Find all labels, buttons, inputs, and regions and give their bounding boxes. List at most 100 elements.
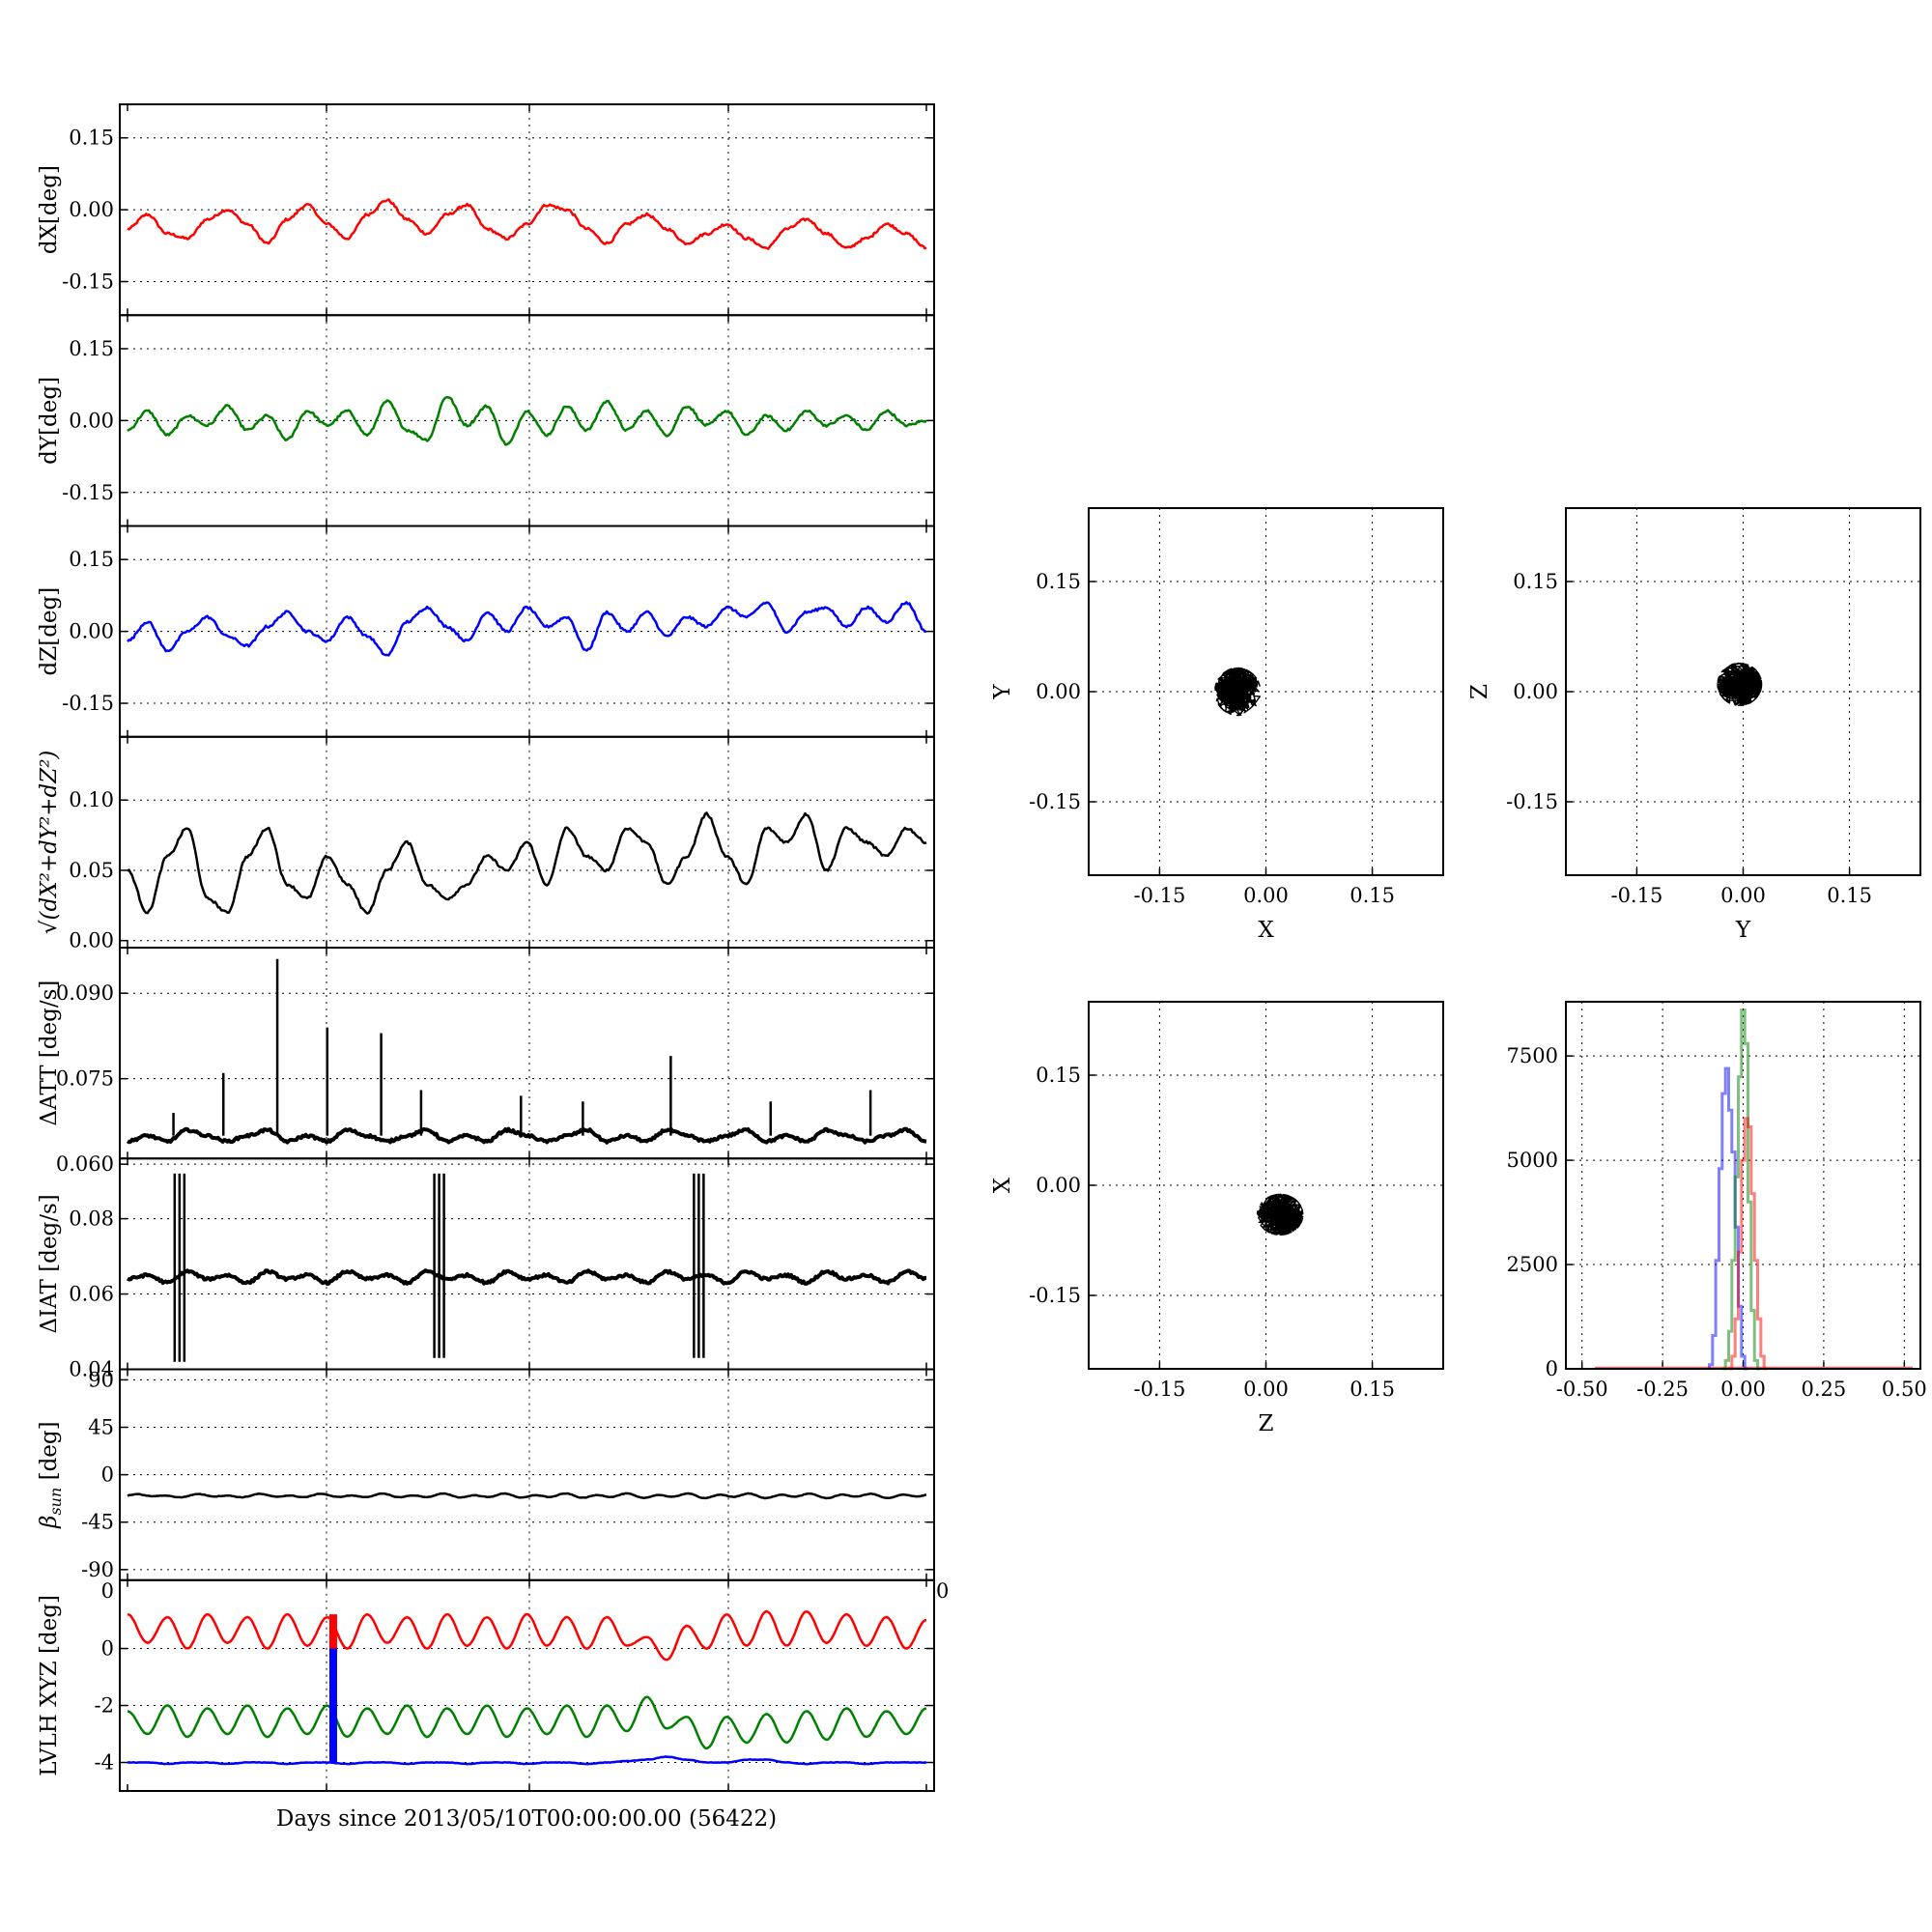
y-tick-label: 0.04 [69,1358,114,1381]
series-line [126,1268,927,1287]
y-tick-label: 0.075 [56,1067,114,1091]
scatter-trace [1256,1193,1304,1236]
y-tick-label: 0.05 [69,859,114,882]
panel-frame [1088,1001,1444,1370]
series-line [127,198,927,250]
panel-frame [119,1157,935,1371]
y-tick-label: 0.00 [69,198,114,221]
hist-series [1728,1117,1768,1371]
x-tick-label: 0.15 [1827,884,1872,907]
y-tick-label-top: 0 [101,1579,114,1603]
y-tick-label: 5000 [1507,1149,1558,1172]
x-tick-label: 0.15 [1350,884,1395,907]
panel-frame [1565,507,1921,876]
y-tick-label: -0.15 [62,692,114,715]
panel-dIAT: 0.08 0.06 0.04 ΔIAT [deg/s] [37,1157,935,1381]
y-tick-label: 0.00 [1036,1174,1081,1197]
y-tick-label: 2500 [1507,1253,1558,1276]
y-tick-label: 0.10 [69,788,114,811]
series-line [127,1695,927,1750]
x-tick-label: 0.00 [1720,884,1766,907]
y-tick-label: 0.15 [69,127,114,150]
x-tick-label: -0.15 [1133,1378,1185,1401]
histogram-panel: -0.50 -0.25 0.00 0.25 0.50 7500 5000 2500 0 [1507,1001,1927,1401]
scatter-zx: -0.15 0.00 0.15 0.15 0.00 -0.15 Z X [990,1001,1444,1436]
y-tick-label: 0 [1546,1357,1558,1380]
x-tick-label: 0.25 [1802,1378,1847,1401]
y-tick-label: 0.15 [1513,570,1558,593]
y-axis-label: dZ[deg] [37,587,62,676]
y-tick-label: 0.15 [69,548,114,571]
panel-frame [1088,507,1444,876]
hist-series [1708,1066,1748,1371]
y-axis-label: X [990,1177,1015,1193]
y-axis-label: ΔIAT [deg/s] [37,1194,62,1333]
panel-norm: 0.10 0.05 0.00 √(dX²+dY²+dZ²) [37,735,935,952]
y-tick-label: 0.15 [1036,570,1081,593]
panel-dATT: 0.090 0.075 0.060 ΔATT [deg/s] [37,947,935,1176]
series-line [127,395,927,446]
series-line [127,1755,927,1766]
y-tick-label: -90 [81,1558,114,1581]
y-tick-label: -0.15 [62,481,114,504]
x-axis-label: Z [1259,1411,1274,1436]
scatter-xy: -0.15 0.00 0.15 0.15 0.00 -0.15 X Y [990,507,1444,943]
y-tick-label: 45 [88,1416,114,1439]
panel-frame [119,947,935,1160]
scatter-yz: -0.15 0.00 0.15 0.15 0.00 -0.15 Y Z [1467,507,1921,943]
panel-frame [119,1578,935,1792]
x-tick-label: -0.15 [1610,884,1662,907]
y-axis-label: dY[deg] [37,377,62,465]
y-tick-label-top-right: 0 [936,1579,949,1603]
y-tick-label: 0.00 [69,620,114,643]
y-tick-label: -0.15 [1506,790,1558,813]
scatter-trace [1717,662,1763,706]
y-tick-label: -2 [95,1694,114,1718]
figure-xlabel: Days since 2013/05/10T00:00:00.00 (56422… [276,1806,777,1832]
series-line [127,601,927,657]
x-tick-label: 0.00 [1243,884,1289,907]
y-axis-label: ΔATT [deg/s] [37,980,62,1126]
y-tick-label: 0.08 [69,1208,114,1231]
y-tick-label: 0.090 [56,981,114,1005]
y-tick-label: 0.00 [1036,680,1081,703]
panel-frame [1565,1001,1921,1370]
y-axis-label: Z [1467,684,1492,699]
y-tick-label: -4 [95,1751,114,1775]
y-axis-label: LVLH XYZ [deg] [37,1595,62,1776]
y-tick-label: -45 [81,1511,114,1534]
x-tick-label: -0.50 [1556,1378,1608,1401]
panel-beta: 90 45 0 -45 -90 βsun [deg] [37,1368,935,1581]
y-axis-label: dX[deg] [37,165,62,254]
x-tick-label: 0.15 [1350,1378,1395,1401]
x-tick-label: 0.00 [1720,1378,1766,1401]
y-axis-label: βsun [deg] [37,1421,65,1528]
time-series-panels: 0.150.00-0.15dX[deg]0.150.00-0.15dY[deg]… [37,103,949,1792]
y-tick-label: 0.15 [69,337,114,360]
x-tick-label: 0.00 [1243,1378,1289,1401]
panel-lvlh: 0 -2 -4 0 0 LVLH XYZ [deg] [37,1578,949,1792]
y-tick-label: -0.15 [62,270,114,294]
x-tick-label: -0.25 [1636,1378,1689,1401]
series-line [127,1492,927,1500]
y-tick-label: 90 [88,1368,114,1391]
y-tick-label: 7500 [1507,1044,1558,1067]
y-tick-label: 0.00 [69,929,114,952]
scatter-trace [1214,667,1261,717]
series-line [127,1609,927,1662]
y-tick-label: -0.15 [1029,1284,1081,1307]
x-axis-label: X [1258,918,1274,943]
y-tick-label: -0.15 [1029,790,1081,813]
series-line [127,811,927,915]
x-tick-label: 0.50 [1882,1378,1927,1401]
y-tick-label: 0.06 [69,1283,114,1306]
hist-series [1721,1009,1761,1371]
y-tick-label: 0.00 [1513,680,1558,703]
y-axis-label: Y [990,684,1015,700]
y-tick-label: 0.060 [56,1152,114,1176]
x-axis-label: Y [1735,918,1751,943]
